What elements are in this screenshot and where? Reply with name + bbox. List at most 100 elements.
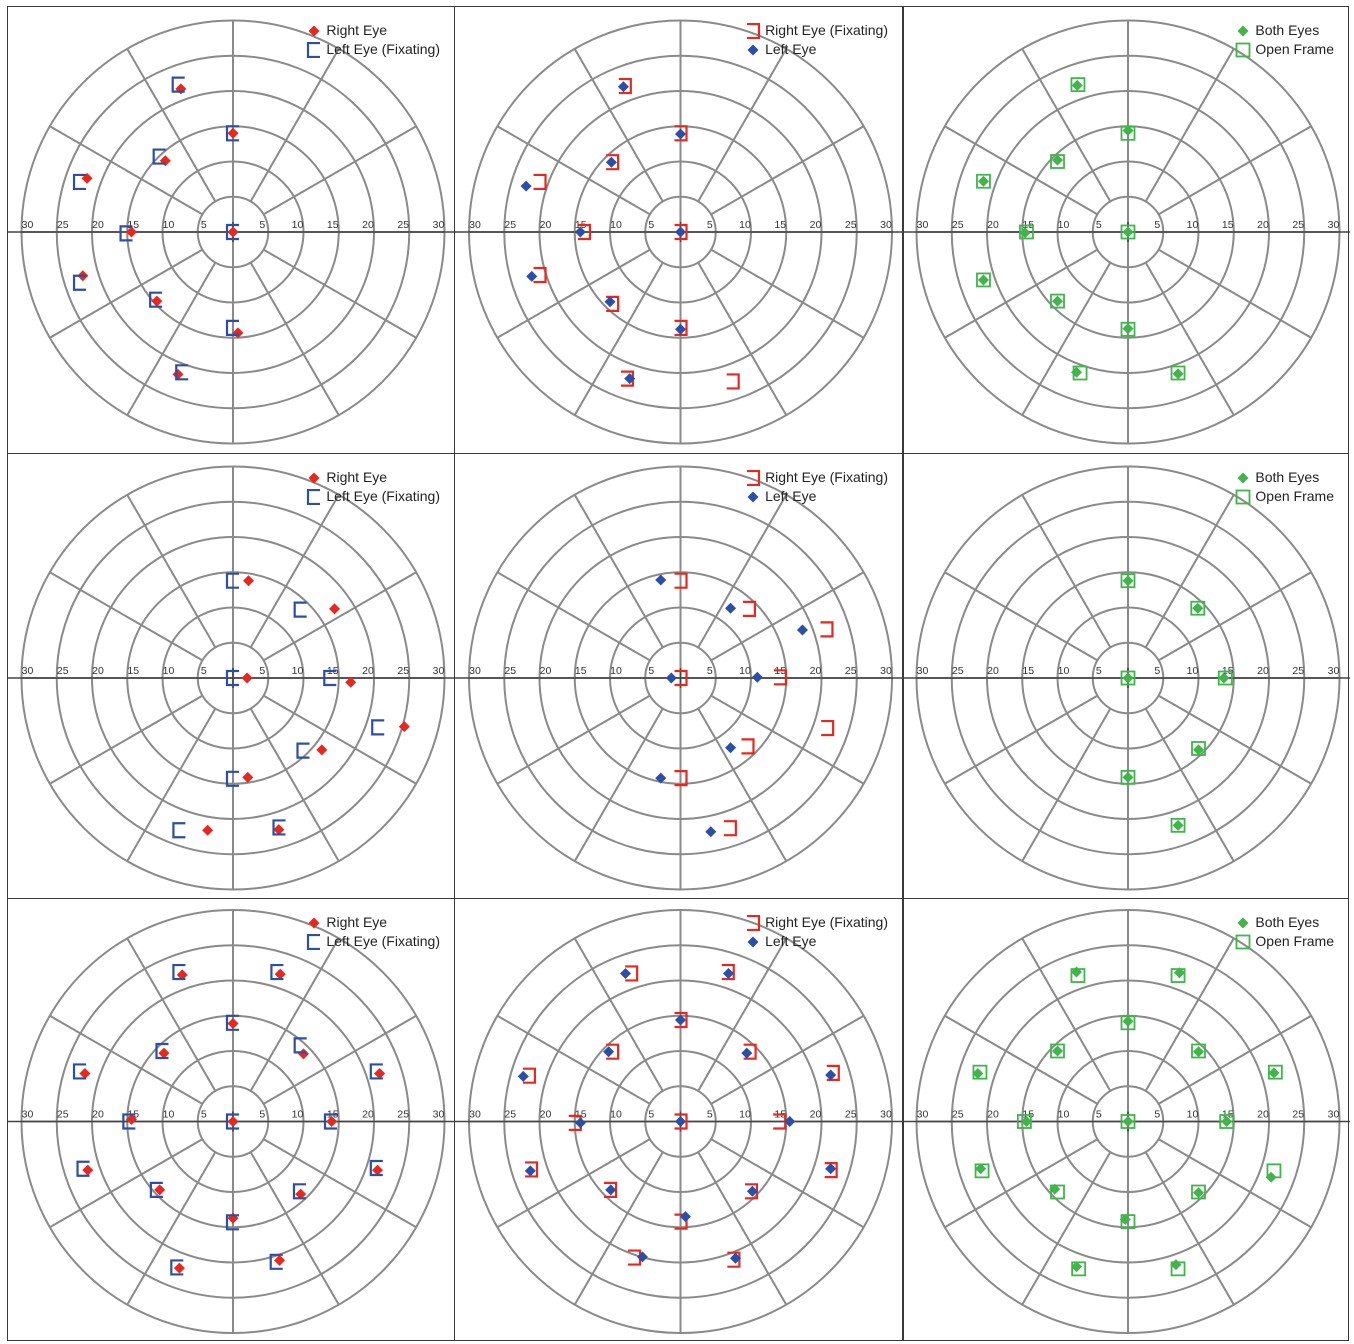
diamond-point: [243, 575, 255, 587]
diamond-point: [517, 1070, 529, 1082]
bracket-left-point: [76, 1160, 90, 1177]
spoke-300: [697, 708, 788, 862]
legend-label: Left Eye (Fixating): [326, 41, 440, 57]
tick-label: 10: [163, 665, 175, 677]
bracket-right-point: [826, 1064, 840, 1081]
legend: Right Eye Left Eye (Fixating): [306, 21, 440, 59]
tick-label: 10: [739, 219, 751, 231]
diamond-point: [975, 1163, 987, 1175]
bracket-left-point: [269, 1253, 283, 1270]
spoke-120: [126, 937, 217, 1092]
legend: Right Eye Left Eye (Fixating): [306, 913, 440, 951]
legend-label: Right Eye: [326, 22, 388, 38]
diamond-point: [520, 180, 532, 192]
bracket-right-point: [625, 965, 639, 982]
spoke-210: [944, 694, 1098, 785]
diamond-point: [605, 1184, 617, 1196]
legend-label: Right Eye: [326, 469, 388, 485]
series-a: [977, 79, 1184, 380]
diamond-point: [202, 824, 214, 836]
spoke-150: [944, 571, 1098, 662]
chart-panel-5: 30 25 20 15 10 5 5 10 15 20 25 30 Right Eye (Fixatin…: [454, 453, 904, 899]
diamond-point: [1221, 1116, 1233, 1127]
spoke-210: [496, 248, 651, 339]
spoke-240: [126, 1151, 217, 1306]
bracket-right-point: [533, 173, 547, 191]
legend-item: Right Eye (Fixating): [745, 21, 888, 40]
bracket-left-point: [296, 742, 310, 759]
spoke-240: [126, 708, 217, 862]
diamond-point: [603, 1046, 615, 1058]
spoke-330: [1158, 694, 1312, 785]
legend-item: Open Frame: [1235, 932, 1334, 951]
square-open-point: [1071, 1261, 1087, 1277]
legend-marker-icon: [747, 491, 759, 502]
diamond-point: [524, 1165, 536, 1177]
diamond-point: [329, 603, 341, 615]
diamond-point: [345, 676, 357, 688]
series-b: [655, 574, 808, 838]
tick-label: 30: [917, 665, 929, 677]
diamond-point: [725, 742, 737, 754]
square-open-point: [1120, 1114, 1136, 1129]
legend-item: Both Eyes: [1235, 468, 1334, 487]
diamond-point: [151, 295, 163, 307]
square-open-point: [1170, 817, 1186, 833]
diamond-point: [604, 296, 616, 308]
square-open-point: [1120, 321, 1136, 337]
spoke-120: [126, 48, 217, 202]
spoke-240: [573, 1151, 664, 1306]
diamond-point: [398, 721, 410, 733]
tick-label: 20: [540, 219, 552, 231]
bracket-right-point: [618, 77, 632, 95]
legend-marker-icon: [747, 469, 761, 486]
diamond-point: [241, 672, 253, 684]
diamond-point: [705, 826, 717, 838]
diamond-point: [1122, 1015, 1134, 1027]
tick-label: 10: [292, 219, 304, 231]
spoke-330: [263, 694, 417, 785]
square-open-point: [974, 1163, 990, 1179]
spoke-240: [1021, 1151, 1112, 1306]
diamond-point: [1122, 1116, 1134, 1127]
bracket-left-point: [225, 125, 239, 142]
chart-panel-3: 30 25 20 15 10 5 5 10 15 20 25 30 Both Eyes Open Fram…: [903, 6, 1350, 454]
legend-marker-icon: [747, 22, 761, 39]
series-a: [79, 968, 386, 1274]
tick-label: 10: [163, 219, 175, 231]
square-open-point: [1120, 224, 1136, 240]
tick-label: 20: [987, 219, 999, 231]
legend-marker-icon: [747, 914, 761, 931]
spoke-210: [49, 248, 203, 339]
chart-panel-1: 30 25 20 15 10 5 5 10 15 20 25 30 Right Eye Left Eye …: [7, 6, 456, 454]
diamond-point: [1218, 672, 1230, 684]
spoke-150: [496, 571, 651, 662]
diamond-point: [1172, 819, 1184, 831]
square-open-point: [972, 1064, 988, 1080]
square-open-point: [1170, 365, 1186, 381]
diamond-point: [1122, 575, 1134, 587]
diamond-point: [1193, 1187, 1204, 1199]
spoke-30: [263, 571, 417, 662]
tick-label: 10: [163, 1109, 175, 1121]
spoke-150: [49, 1014, 203, 1105]
tick-label: 25: [1292, 665, 1304, 677]
diamond-point: [1052, 154, 1063, 166]
chart-panel-4: 30 25 20 15 10 5 5 10 15 20 25 30 Right Eye Left Eye …: [7, 453, 456, 899]
square-open-point: [1120, 1015, 1136, 1031]
diamond-point: [316, 744, 328, 756]
diamond-point: [784, 1116, 796, 1127]
legend-marker: [747, 936, 759, 947]
bracket-left-point: [72, 274, 87, 291]
legend-marker-icon: [308, 472, 320, 483]
tick-label: 30: [880, 665, 892, 677]
diamond-point: [1122, 672, 1134, 684]
diamond-point: [1173, 967, 1185, 979]
tick-label: 20: [810, 1109, 822, 1121]
tick-label: 30: [917, 1109, 929, 1121]
bracket-left-point: [225, 770, 239, 787]
tick-label: 25: [845, 665, 857, 677]
diamond-point: [605, 156, 617, 168]
tick-label: 5: [259, 1109, 265, 1121]
